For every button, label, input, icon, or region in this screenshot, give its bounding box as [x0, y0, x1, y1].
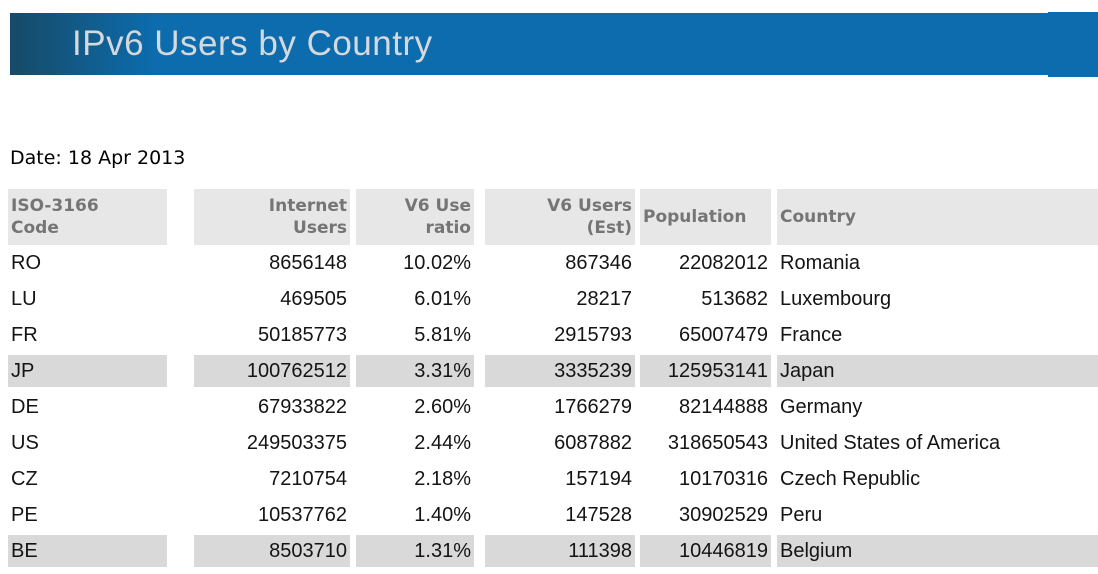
column-header-internet-users: Internet Users	[167, 189, 350, 245]
cell-v6-use-ratio: 1.40%	[350, 497, 474, 533]
cell-internet-users: 8503710	[167, 533, 350, 569]
cell-internet-users: 469505	[167, 281, 350, 317]
cell-v6-use-ratio: 2.44%	[350, 425, 474, 461]
table-row: LU 469505 6.01% 28217 513682 Luxembourg	[8, 281, 1098, 317]
cell-internet-users: 10537762	[167, 497, 350, 533]
table-row: CZ 7210754 2.18% 157194 10170316 Czech R…	[8, 461, 1098, 497]
cell-v6-use-ratio: 2.18%	[350, 461, 474, 497]
cell-internet-users: 100762512	[167, 353, 350, 389]
cell-iso-code: DE	[8, 389, 167, 425]
cell-v6-use-ratio: 1.31%	[350, 533, 474, 569]
cell-internet-users: 67933822	[167, 389, 350, 425]
cell-v6-users-est: 3335239	[474, 353, 635, 389]
cell-internet-users: 8656148	[167, 245, 350, 281]
cell-internet-users: 7210754	[167, 461, 350, 497]
cell-v6-users-est: 147528	[474, 497, 635, 533]
cell-iso-code: US	[8, 425, 167, 461]
table-row: BE 8503710 1.31% 111398 10446819 Belgium	[8, 533, 1098, 569]
cell-v6-use-ratio: 2.60%	[350, 389, 474, 425]
column-header-population: Population	[635, 189, 771, 245]
cell-population: 10446819	[635, 533, 771, 569]
column-header-country: Country	[771, 189, 1098, 245]
cell-v6-use-ratio: 10.02%	[350, 245, 474, 281]
table-row: PE 10537762 1.40% 147528 30902529 Peru	[8, 497, 1098, 533]
cell-population: 22082012	[635, 245, 771, 281]
table-header-row: ISO-3166 Code Internet Users V6 Use rati…	[8, 189, 1098, 245]
table-row: DE 67933822 2.60% 1766279 82144888 Germa…	[8, 389, 1098, 425]
cell-iso-code: RO	[8, 245, 167, 281]
cell-v6-use-ratio: 3.31%	[350, 353, 474, 389]
cell-iso-code: PE	[8, 497, 167, 533]
ipv6-users-table: ISO-3166 Code Internet Users V6 Use rati…	[8, 189, 1098, 569]
cell-internet-users: 249503375	[167, 425, 350, 461]
banner-accent-block	[1048, 12, 1098, 77]
cell-iso-code: BE	[8, 533, 167, 569]
cell-iso-code: FR	[8, 317, 167, 353]
table-row: FR 50185773 5.81% 2915793 65007479 Franc…	[8, 317, 1098, 353]
cell-country: Belgium	[771, 533, 1098, 569]
report-date: Date: 18 Apr 2013	[10, 147, 186, 169]
column-header-v6-users-est: V6 Users (Est)	[474, 189, 635, 245]
cell-v6-users-est: 1766279	[474, 389, 635, 425]
cell-iso-code: JP	[8, 353, 167, 389]
table-header: ISO-3166 Code Internet Users V6 Use rati…	[8, 189, 1098, 245]
cell-v6-users-est: 2915793	[474, 317, 635, 353]
title-banner-bar: IPv6 Users by Country	[10, 13, 1048, 75]
table-row: JP 100762512 3.31% 3335239 125953141 Jap…	[8, 353, 1098, 389]
cell-iso-code: LU	[8, 281, 167, 317]
table-row: US 249503375 2.44% 6087882 318650543 Uni…	[8, 425, 1098, 461]
cell-internet-users: 50185773	[167, 317, 350, 353]
table-row: RO 8656148 10.02% 867346 22082012 Romani…	[8, 245, 1098, 281]
column-header-iso-code: ISO-3166 Code	[8, 189, 167, 245]
cell-iso-code: CZ	[8, 461, 167, 497]
cell-country: Germany	[771, 389, 1098, 425]
cell-country: Czech Republic	[771, 461, 1098, 497]
cell-population: 513682	[635, 281, 771, 317]
title-banner: IPv6 Users by Country	[10, 12, 1098, 77]
cell-v6-users-est: 867346	[474, 245, 635, 281]
cell-country: Peru	[771, 497, 1098, 533]
cell-country: France	[771, 317, 1098, 353]
cell-country: Luxembourg	[771, 281, 1098, 317]
cell-country: Japan	[771, 353, 1098, 389]
cell-population: 82144888	[635, 389, 771, 425]
cell-v6-users-est: 6087882	[474, 425, 635, 461]
cell-v6-use-ratio: 5.81%	[350, 317, 474, 353]
cell-population: 318650543	[635, 425, 771, 461]
cell-v6-users-est: 111398	[474, 533, 635, 569]
cell-v6-use-ratio: 6.01%	[350, 281, 474, 317]
table-body: RO 8656148 10.02% 867346 22082012 Romani…	[8, 245, 1098, 569]
page-title: IPv6 Users by Country	[72, 24, 433, 63]
cell-population: 65007479	[635, 317, 771, 353]
cell-v6-users-est: 28217	[474, 281, 635, 317]
cell-v6-users-est: 157194	[474, 461, 635, 497]
column-header-v6-use-ratio: V6 Use ratio	[350, 189, 474, 245]
cell-country: Romania	[771, 245, 1098, 281]
cell-population: 10170316	[635, 461, 771, 497]
cell-population: 30902529	[635, 497, 771, 533]
cell-population: 125953141	[635, 353, 771, 389]
cell-country: United States of America	[771, 425, 1098, 461]
